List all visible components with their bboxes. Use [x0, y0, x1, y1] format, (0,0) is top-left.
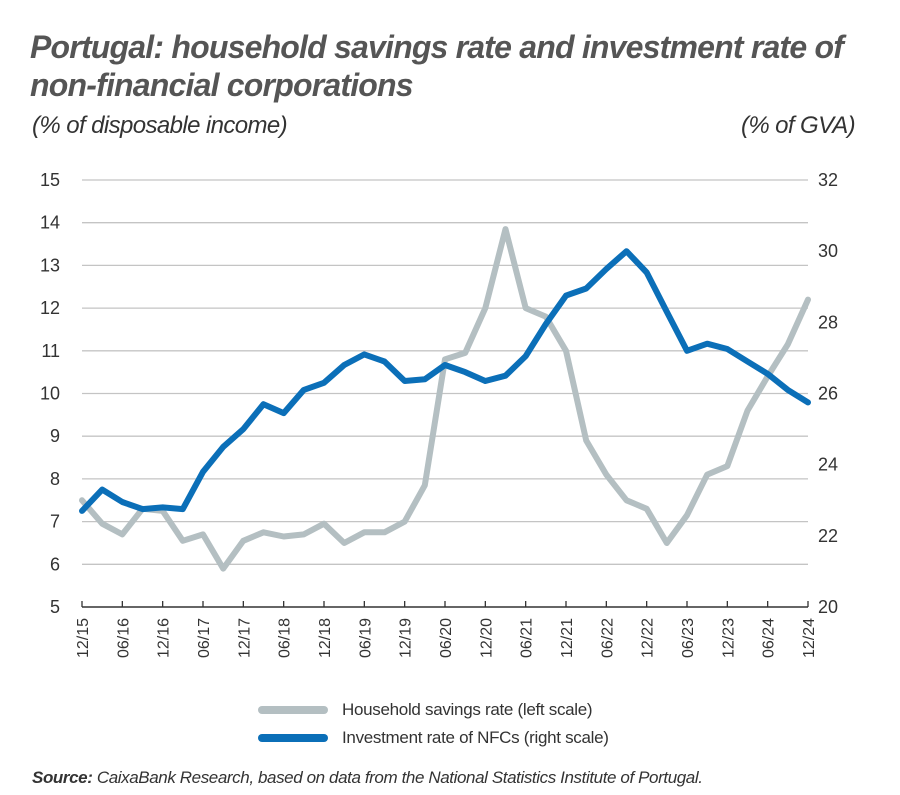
- x-tick-label: 06/23: [680, 618, 697, 658]
- left-y-tick-label: 6: [50, 554, 60, 574]
- x-tick-label: 06/22: [599, 618, 616, 658]
- right-axis-unit: (% of GVA): [740, 112, 856, 139]
- legend-swatch-gray-line-icon: [258, 706, 328, 714]
- x-axis: 12/15 06/16 12/16 06/17 12/17 06/18 12/18 06/19…: [75, 601, 818, 658]
- right-y-tick-label: 20: [818, 597, 838, 617]
- right-y-tick-label: 32: [818, 170, 838, 190]
- series-lines: [79, 226, 811, 572]
- x-tick-label: 06/20: [438, 618, 455, 658]
- left-y-axis: 5 6 7 8 9 10 11 12 13 14 15: [40, 170, 60, 617]
- left-y-tick-label: 10: [40, 384, 60, 404]
- right-y-tick-label: 28: [818, 312, 838, 332]
- left-axis-unit: (% of disposable income): [32, 112, 288, 139]
- legend-item-savings: Household savings rate (left scale): [258, 696, 609, 724]
- right-y-tick-label: 30: [818, 241, 838, 261]
- right-y-tick-label: 26: [818, 384, 838, 404]
- right-y-tick-label: 24: [818, 455, 838, 475]
- x-tick-label: 12/23: [720, 618, 737, 658]
- left-y-tick-label: 12: [40, 298, 60, 318]
- x-tick-label: 06/18: [277, 618, 294, 658]
- left-y-tick-label: 15: [40, 170, 60, 190]
- right-y-axis: 20 22 24 26 28 30 32: [818, 170, 838, 617]
- x-tick-label: 12/19: [398, 618, 415, 658]
- left-y-tick-label: 9: [50, 426, 60, 446]
- left-y-tick-label: 14: [40, 213, 60, 233]
- x-tick-label: 12/20: [478, 618, 495, 658]
- x-tick-label: 06/17: [196, 618, 213, 658]
- x-tick-label: 12/22: [640, 618, 657, 658]
- source-note: Source: CaixaBank Research, based on dat…: [32, 768, 703, 788]
- gridlines: [82, 179, 808, 565]
- source-text: CaixaBank Research, based on data from t…: [92, 768, 703, 787]
- x-tick-label: 06/24: [761, 618, 778, 658]
- x-tick-label: 12/18: [317, 618, 334, 658]
- left-y-tick-label: 13: [40, 255, 60, 275]
- household-savings-line: [79, 226, 811, 572]
- x-tick-label: 12/24: [801, 618, 818, 658]
- legend-swatch-blue-line-icon: [258, 734, 328, 742]
- legend-label: Investment rate of NFCs (right scale): [342, 728, 609, 747]
- legend: Household savings rate (left scale) Inve…: [258, 696, 609, 752]
- source-label: Source:: [32, 768, 93, 787]
- x-tick-label: 06/21: [519, 618, 536, 658]
- left-y-tick-label: 5: [50, 597, 60, 617]
- x-tick-label: 12/16: [156, 618, 173, 658]
- right-y-tick-label: 22: [818, 526, 838, 546]
- left-y-tick-label: 8: [50, 469, 60, 489]
- chart-title: Portugal: household savings rate and inv…: [30, 29, 844, 103]
- x-tick-label: 12/15: [75, 618, 92, 658]
- legend-item-investment: Investment rate of NFCs (right scale): [258, 724, 609, 752]
- left-y-tick-label: 7: [50, 512, 60, 532]
- legend-label: Household savings rate (left scale): [342, 700, 593, 719]
- left-y-tick-label: 11: [41, 341, 60, 361]
- x-tick-label: 06/19: [357, 618, 374, 658]
- x-tick-label: 12/21: [559, 618, 576, 658]
- x-tick-label: 12/17: [236, 618, 253, 658]
- x-tick-label: 06/16: [115, 618, 132, 658]
- investment-rate-line: [79, 248, 811, 514]
